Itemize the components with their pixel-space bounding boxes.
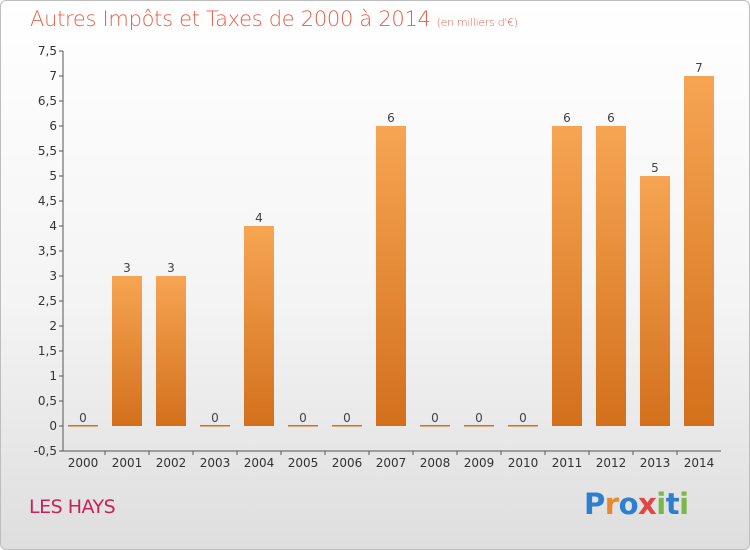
bar-2013[interactable] xyxy=(640,176,670,426)
logo-letter: i xyxy=(656,487,666,521)
value-label: 0 xyxy=(475,411,483,425)
bar-2006[interactable] xyxy=(332,425,362,427)
value-label: 6 xyxy=(387,111,395,125)
bar-2007[interactable] xyxy=(376,126,406,426)
value-label: 3 xyxy=(167,261,175,275)
logo-letter: x xyxy=(638,487,657,521)
bar-2000[interactable] xyxy=(68,425,98,427)
x-tick-label: 2002 xyxy=(156,456,187,470)
x-tick-label: 2012 xyxy=(596,456,627,470)
proxiti-logo[interactable]: Proxiti xyxy=(584,487,689,521)
x-tick-label: 2006 xyxy=(332,456,363,470)
logo-letter: i xyxy=(679,487,689,521)
value-label: 3 xyxy=(123,261,131,275)
x-tick-label: 2014 xyxy=(684,456,715,470)
y-tick-label: 6,5 xyxy=(38,94,57,108)
logo-letter: r xyxy=(604,487,619,521)
value-label: 0 xyxy=(343,411,351,425)
value-labels: 0 3 3 0 4 0 0 6 0 0 0 6 6 5 7 xyxy=(79,61,703,425)
y-tick-label: 7 xyxy=(49,69,57,83)
y-tick-label: 5 xyxy=(49,169,57,183)
y-tick-label: 2 xyxy=(49,319,57,333)
value-label: 5 xyxy=(651,161,659,175)
bar-2010[interactable] xyxy=(508,425,538,427)
x-tick-label: 2004 xyxy=(244,456,275,470)
y-tick-label: 1,5 xyxy=(38,344,57,358)
x-tick-label: 2007 xyxy=(376,456,407,470)
bar-2004[interactable] xyxy=(244,226,274,426)
bars xyxy=(68,76,714,427)
city-name: LES HAYS xyxy=(29,496,116,518)
y-tick-label: 0 xyxy=(49,419,57,433)
y-tick-label: 4 xyxy=(49,219,57,233)
value-label: 7 xyxy=(695,61,703,75)
y-tick-label: 2,5 xyxy=(38,294,57,308)
bar-2009[interactable] xyxy=(464,425,494,427)
y-tick-label: 3,5 xyxy=(38,244,57,258)
x-tick-label: 2011 xyxy=(552,456,583,470)
y-tick-label: -0,5 xyxy=(34,444,57,458)
logo-letter: o xyxy=(618,487,639,521)
bar-2003[interactable] xyxy=(200,425,230,427)
y-tick-label: 3 xyxy=(49,269,57,283)
y-tick-label: 7,5 xyxy=(38,44,57,58)
bar-2012[interactable] xyxy=(596,126,626,426)
y-tick-label: 0,5 xyxy=(38,394,57,408)
value-label: 0 xyxy=(79,411,87,425)
value-label: 4 xyxy=(255,211,263,225)
bar-2008[interactable] xyxy=(420,425,450,427)
value-label: 0 xyxy=(299,411,307,425)
value-label: 0 xyxy=(431,411,439,425)
chart-title-text: Autres Impôts et Taxes de 2000 à 2014 xyxy=(30,7,431,31)
value-label: 6 xyxy=(563,111,571,125)
y-tick-label: 6 xyxy=(49,119,57,133)
bar-2005[interactable] xyxy=(288,425,318,427)
y-tick-label: 4,5 xyxy=(38,194,57,208)
logo-letter: t xyxy=(665,487,680,521)
x-tick-label: 2008 xyxy=(420,456,451,470)
logo-letter: P xyxy=(584,487,605,521)
x-tick-label: 2009 xyxy=(464,456,495,470)
axes: -0,5 0 0,5 1 1,5 2 2,5 3 3,5 4 4,5 5 5,5 6 6,5 7 7,5 2000… xyxy=(34,44,721,470)
x-tick-label: 2005 xyxy=(288,456,319,470)
bar-2001[interactable] xyxy=(112,276,142,426)
x-tick-label: 2000 xyxy=(68,456,99,470)
x-tick-label: 2003 xyxy=(200,456,231,470)
value-label: 0 xyxy=(519,411,527,425)
x-tick-label: 2013 xyxy=(640,456,671,470)
chart-title: Autres Impôts et Taxes de 2000 à 2014 (en… xyxy=(30,7,518,31)
x-tick-label: 2010 xyxy=(508,456,539,470)
bar-2002[interactable] xyxy=(156,276,186,426)
bar-2014[interactable] xyxy=(684,76,714,426)
bar-2011[interactable] xyxy=(552,126,582,426)
y-tick-label: 1 xyxy=(49,369,57,383)
x-tick-label: 2001 xyxy=(112,456,143,470)
value-label: 6 xyxy=(607,111,615,125)
value-label: 0 xyxy=(211,411,219,425)
chart-unit: (en milliers d'€) xyxy=(436,16,518,29)
y-tick-label: 5,5 xyxy=(38,144,57,158)
